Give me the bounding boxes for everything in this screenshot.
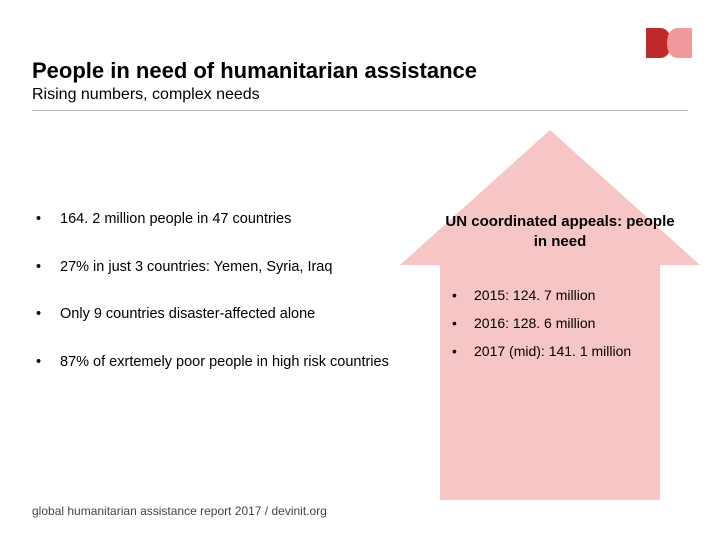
list-item: 27% in just 3 countries: Yemen, Syria, I… bbox=[32, 258, 412, 278]
list-item: 87% of exrtemely poor people in high ris… bbox=[32, 353, 412, 373]
brand-logo bbox=[646, 28, 692, 58]
list-item: 2017 (mid): 141. 1 million bbox=[450, 342, 680, 360]
arrow-bullet-list: 2015: 124. 7 million 2016: 128. 6 millio… bbox=[450, 286, 680, 371]
footer-credit: global humanitarian assistance report 20… bbox=[32, 504, 327, 518]
title-underline bbox=[32, 110, 688, 111]
list-item: 164. 2 million people in 47 countries bbox=[32, 210, 412, 230]
left-bullet-list: 164. 2 million people in 47 countries 27… bbox=[32, 210, 412, 400]
list-item: 2016: 128. 6 million bbox=[450, 314, 680, 332]
page-subtitle: Rising numbers, complex needs bbox=[32, 86, 260, 104]
arrow-title: UN coordinated appeals: people in need bbox=[445, 212, 675, 253]
page-title: People in need of humanitarian assistanc… bbox=[32, 58, 477, 84]
list-item: Only 9 countries disaster-affected alone bbox=[32, 305, 412, 325]
list-item: 2015: 124. 7 million bbox=[450, 286, 680, 304]
